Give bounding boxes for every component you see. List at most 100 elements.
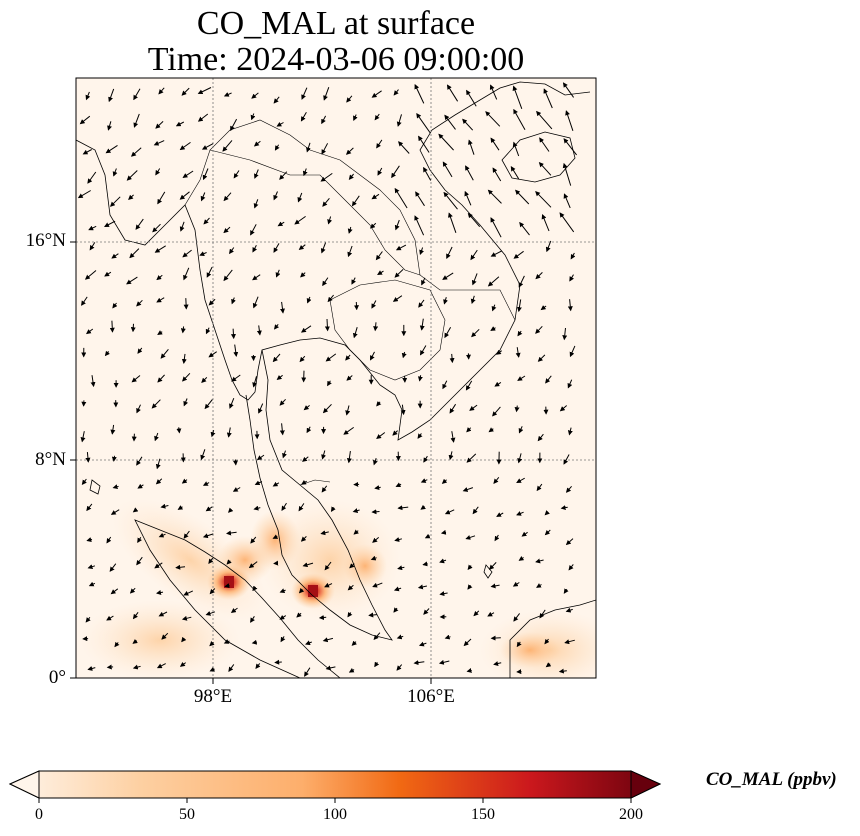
wind-arrow	[77, 190, 91, 199]
wind-arrow	[110, 424, 116, 435]
wind-arrow	[495, 349, 502, 355]
wind-arrow	[157, 191, 166, 205]
wind-arrow	[393, 586, 402, 592]
wind-arrow	[180, 326, 186, 334]
wind-arrow	[371, 193, 380, 200]
wind-arrow	[181, 87, 190, 96]
wind-arrow	[250, 616, 255, 623]
wind-arrow	[250, 113, 256, 121]
wind-arrow	[465, 535, 476, 540]
wind-arrow	[516, 477, 525, 483]
wind-arrow	[370, 555, 377, 561]
wind-arrow	[373, 458, 378, 466]
wind-arrow	[318, 615, 327, 621]
wind-arrow	[419, 318, 425, 331]
wind-arrow	[296, 612, 302, 618]
colorbar-extend-low	[8, 770, 40, 799]
wind-arrow	[512, 85, 523, 109]
colorbar-tick-200: 200	[619, 806, 643, 823]
wind-arrow	[226, 559, 232, 565]
wind-arrow	[156, 297, 165, 303]
wind-arrow	[179, 191, 190, 200]
wind-arrow	[306, 296, 312, 304]
wind-arrow	[449, 353, 455, 364]
wind-arrow	[536, 483, 543, 492]
wind-arrow	[374, 661, 380, 668]
wind-arrow	[391, 165, 400, 179]
wind-arrow	[229, 247, 235, 255]
wind-arrow	[420, 504, 426, 510]
lon-label-98e: 98°E	[193, 686, 233, 707]
wind-arrow	[545, 662, 552, 668]
wind-arrow	[306, 142, 311, 153]
colorbar-tick-150: 150	[471, 806, 495, 823]
wind-arrow	[468, 139, 475, 155]
wind-arrow	[394, 219, 400, 231]
wind-arrow	[467, 584, 473, 590]
wind-arrow	[395, 244, 407, 251]
wind-arrow	[112, 484, 119, 490]
wind-arrow	[419, 247, 424, 256]
wind-arrow	[181, 478, 188, 484]
wind-arrow	[352, 508, 360, 513]
wind-arrow	[536, 110, 553, 130]
wind-arrow	[490, 137, 500, 151]
wind-arrow	[301, 479, 307, 485]
wind-arrow	[303, 405, 310, 411]
wind-arrow	[272, 481, 280, 487]
wind-arrow	[197, 113, 209, 122]
wind-arrow	[133, 113, 140, 128]
wind-arrow	[560, 505, 568, 511]
wind-arrow	[248, 561, 258, 569]
wind-arrow	[327, 380, 332, 387]
wind-arrow	[489, 84, 498, 100]
wind-arrow	[346, 375, 353, 381]
wind-arrow	[232, 487, 241, 492]
wind-arrow	[373, 322, 379, 332]
map-subtitle: Time: 2024-03-06 09:00:00	[147, 41, 525, 78]
wind-arrow	[396, 664, 403, 671]
wind-arrow	[160, 503, 169, 509]
wind-arrow	[305, 640, 312, 646]
wind-arrow	[252, 296, 259, 309]
wind-arrow	[252, 376, 258, 388]
wind-arrow	[513, 613, 520, 622]
wind-arrow	[85, 452, 91, 463]
wind-arrow	[570, 252, 576, 260]
wind-arrow	[414, 83, 425, 104]
map-title: CO_MAL at surface	[196, 5, 476, 42]
wind-arrow	[535, 190, 552, 208]
wind-arrow	[104, 220, 116, 227]
wind-arrow	[562, 327, 568, 341]
wind-arrow	[535, 558, 544, 564]
wind-arrow	[494, 381, 502, 387]
wind-arrow	[420, 478, 428, 483]
wind-arrow	[273, 323, 280, 330]
wind-arrow	[472, 506, 479, 515]
wind-arrow	[418, 641, 427, 647]
wind-arrow	[345, 354, 351, 361]
wind-arrow	[462, 118, 474, 131]
wind-arrow	[567, 299, 573, 312]
wind-arrow	[376, 401, 382, 407]
wind-arrow	[395, 482, 402, 487]
wind-arrow	[197, 87, 212, 95]
wind-arrow	[516, 641, 522, 648]
wind-arrow	[111, 253, 119, 259]
wind-arrow	[517, 375, 526, 381]
wind-arrow	[465, 380, 473, 391]
wind-arrow	[535, 325, 543, 334]
wind-arrow	[423, 166, 432, 181]
wind-arrow	[137, 483, 144, 489]
wind-arrow	[276, 374, 283, 381]
wind-arrow	[228, 664, 235, 673]
wind-arrow	[513, 250, 524, 259]
wind-arrow	[223, 269, 233, 282]
wind-arrow	[322, 277, 329, 287]
wind-arrow	[253, 199, 259, 209]
wind-arrow	[253, 505, 261, 511]
wind-arrow	[540, 305, 547, 311]
wind-arrow	[487, 611, 495, 617]
wind-arrow	[565, 538, 574, 546]
